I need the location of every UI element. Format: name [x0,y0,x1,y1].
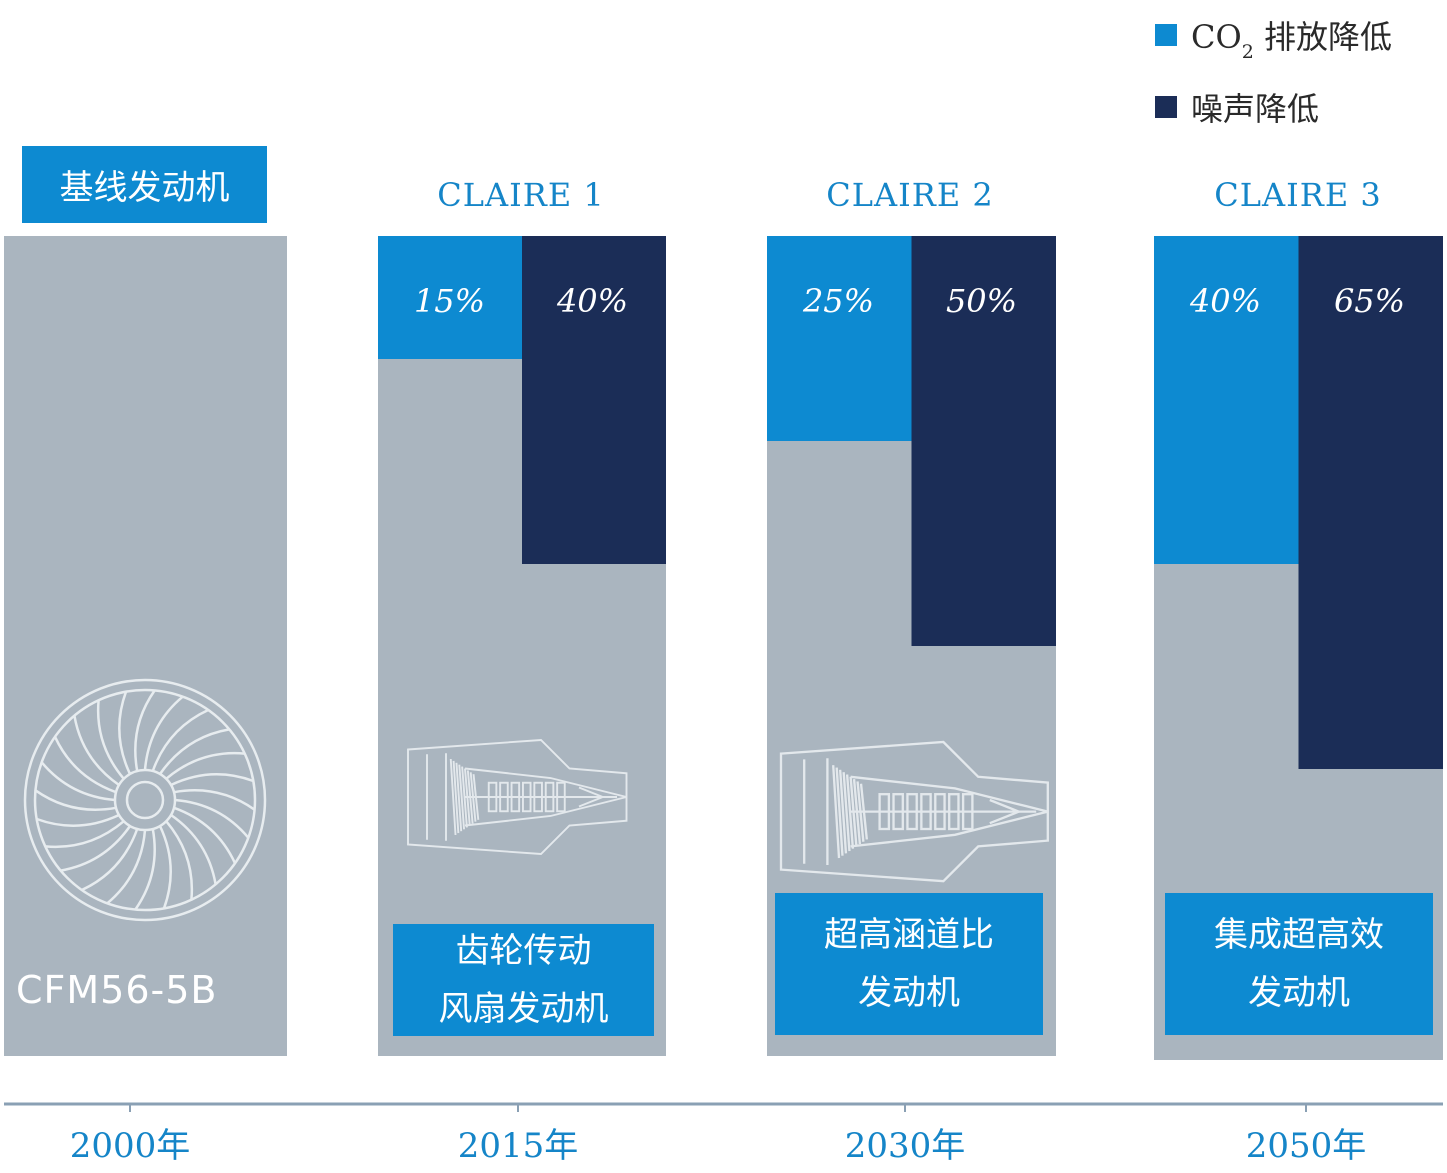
column-title-claire-3: CLAIRE 3 [1214,176,1382,214]
co2-bar-2050年 [1154,236,1299,564]
engine-2015-line-1: 齿轮传动 [455,931,592,971]
x-tick-label-2050: 2050年 [1245,1126,1367,1166]
engine-2030-line-2: 发动机 [858,973,960,1013]
engine-2015-line-2: 风扇发动机 [438,989,609,1029]
legend-co2-label: CO2 排放降低 [1191,18,1392,63]
legend-co2: CO2 排放降低 [1155,12,1392,63]
legend-noise-swatch [1155,96,1177,118]
geared-turbofan-illustration [407,739,628,855]
x-tick-label-2000: 2000年 [69,1126,191,1166]
column-background-0 [4,236,287,1056]
co2-bar-2015年 [378,236,522,359]
noise-data-label-2015: 40% [556,282,629,320]
column-title-claire-2: CLAIRE 2 [826,176,994,214]
x-tick-label-2030: 2030年 [844,1126,966,1166]
noise-bar-2030年 [911,236,1056,646]
engine-2050-line-2: 发动机 [1248,973,1350,1013]
engine-box-2030: 超高涵道比 发动机 [775,893,1043,1035]
noise-bar-2015年 [522,236,666,564]
engine-2050-line-1: 集成超高效 [1214,915,1384,955]
legend-noise-label: 噪声降低 [1191,90,1320,128]
legend-co2-swatch [1155,24,1177,46]
x-tick-label-2015: 2015年 [457,1126,579,1166]
noise-data-label-2050: 65% [1333,282,1406,320]
column-title-claire-1: CLAIRE 1 [437,176,605,214]
noise-bar-2050年 [1298,236,1443,769]
co2-bar-2030年 [767,236,912,441]
fan-illustration [23,678,267,922]
engine-box-2015: 齿轮传动 风扇发动机 [393,924,654,1036]
co2-data-label-2050: 40% [1189,282,1262,320]
co2-data-label-2015: 15% [413,282,486,320]
engine-2030-line-1: 超高涵道比 [824,915,994,955]
engine-model-cfm56: CFM56-5B [16,968,218,1012]
co2-data-label-2030: 25% [802,282,875,320]
baseline-engine-title: 基线发动机 [22,146,267,223]
engine-box-2050: 集成超高效 发动机 [1165,893,1433,1035]
ultra-high-bypass-illustration [779,740,1049,883]
noise-data-label-2030: 50% [945,282,1018,320]
legend-noise: 噪声降低 [1155,84,1319,130]
